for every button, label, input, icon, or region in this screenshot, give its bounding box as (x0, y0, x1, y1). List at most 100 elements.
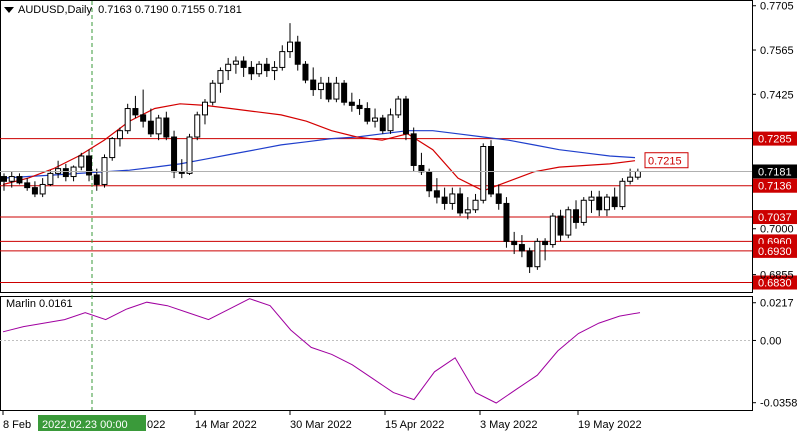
candle (24, 178, 31, 191)
candle (194, 111, 201, 141)
candle-body-bull (372, 117, 379, 122)
indicator-frame (0, 296, 753, 411)
candle-body-bear (495, 193, 502, 204)
candle (109, 137, 116, 161)
candle-body-bull (78, 155, 85, 168)
candle (433, 178, 440, 204)
oscillator-line (2, 298, 641, 404)
candle (449, 187, 456, 210)
current-price-tag (753, 164, 797, 179)
candle-body-bull (201, 101, 208, 116)
candle (263, 57, 270, 77)
candle (86, 149, 93, 182)
candle (39, 178, 46, 198)
time-tick-label: 14 Mar 2022 (195, 419, 257, 431)
oscillator (0, 298, 752, 404)
open-value: 0.7163 (98, 4, 132, 16)
candle-body-bear (457, 193, 464, 214)
candle (140, 89, 147, 128)
candle (487, 140, 494, 198)
indicator-tick-label: -0.0358 (760, 398, 797, 410)
candle-body-bull (603, 196, 610, 211)
time-axis: 8 Feb 14 Mar 2022 30 Mar 2022 15 Apr 2022 3 … (2, 411, 642, 431)
candle (1, 173, 7, 191)
candle-body-bull (225, 63, 232, 72)
candle-body-bear (441, 196, 448, 204)
candle-body-bull (580, 199, 587, 223)
candle-body-bull (194, 114, 201, 138)
candle-body-bull (217, 70, 224, 84)
price-tick-label: 0.7425 (760, 89, 794, 101)
candle (596, 190, 603, 217)
candle (132, 95, 139, 119)
candle (356, 99, 363, 115)
candle (78, 152, 85, 171)
time-tick-label: 8 Feb (3, 419, 31, 431)
level-price-label: 0.7037 (758, 212, 792, 224)
candle (526, 247, 533, 274)
candle (480, 143, 487, 204)
close-value: 0.7181 (208, 4, 242, 16)
candle-body-bull (209, 82, 216, 103)
candle (186, 133, 193, 175)
candle (155, 114, 162, 141)
candle (62, 163, 69, 182)
candle-body-bear (310, 79, 317, 91)
candle (441, 187, 448, 210)
candle-body-bull (47, 172, 54, 185)
collapse-triangle-icon[interactable] (4, 7, 14, 14)
candle (31, 181, 38, 198)
candle-body-bear (163, 117, 170, 138)
candle-body-bear (410, 133, 417, 166)
indicator-title: Marlin 0.0161 (6, 298, 73, 310)
indicator-name: Marlin (6, 298, 36, 310)
candle (580, 197, 587, 226)
price-tick-label: 0.7705 (760, 1, 794, 13)
indicator-value: 0.0161 (39, 298, 73, 310)
candle-body-bear (348, 101, 355, 106)
candle (549, 212, 556, 248)
candle (163, 111, 170, 141)
candle-body-bear (86, 155, 93, 176)
candle-body-bear (302, 63, 309, 81)
candle (279, 45, 286, 71)
ma-fast-line (2, 103, 636, 192)
price-tick-label: 0.6855 (760, 270, 794, 282)
candle-body-bull (627, 176, 634, 182)
candle-body-bear (1, 176, 7, 182)
candle-body-bear (325, 82, 332, 100)
candle (209, 80, 216, 106)
candle (495, 184, 502, 210)
candle (248, 61, 255, 81)
level-price-tag (753, 131, 797, 146)
candle (116, 127, 123, 147)
candle (503, 197, 510, 248)
price-tick-label: 0.7000 (760, 224, 794, 236)
candle-body-bear (503, 202, 510, 242)
level-price-label: 0.6830 (758, 278, 792, 290)
level-price-label: 0.7136 (758, 181, 792, 193)
candle-body-bear (248, 66, 255, 75)
candle-body-bear (341, 82, 348, 103)
candle (457, 187, 464, 217)
candle (240, 56, 247, 77)
candle (124, 103, 131, 134)
level-price-tag (753, 178, 797, 193)
candle-body-bull (287, 41, 294, 53)
candle (93, 168, 100, 191)
candle-body-bull (549, 215, 556, 246)
candle-body-bull (116, 130, 123, 140)
candle (147, 108, 154, 138)
cursor-time-label: 2022.02.23 00:00 (42, 419, 128, 431)
candle (325, 76, 332, 103)
candle-body-bear (178, 171, 185, 174)
cursor-time-tail: 022 (147, 419, 165, 431)
candle (364, 102, 371, 125)
candle-body-bull (565, 209, 572, 236)
candle-body-bull (588, 196, 595, 201)
candle (619, 178, 626, 210)
candle-body-bull (271, 66, 278, 72)
candle (395, 95, 402, 119)
